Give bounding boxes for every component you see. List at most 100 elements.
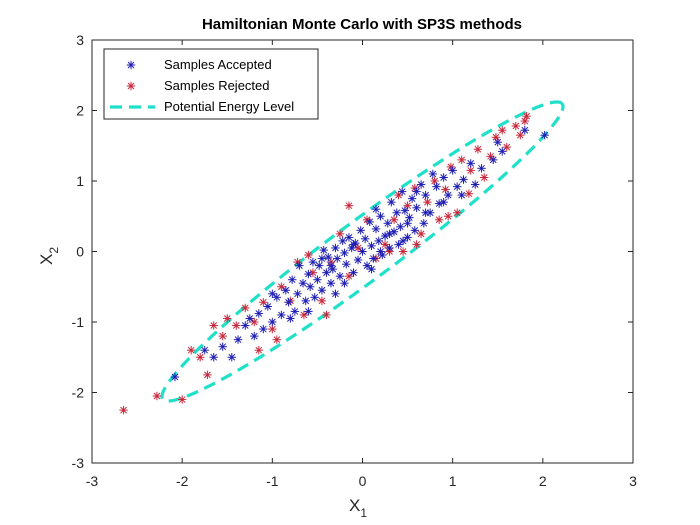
accepted-sample-point [344, 233, 354, 242]
axis-ticks: -3 -2 -1 0 1 2 3 -3 -2 -1 0 1 2 3 [72, 32, 638, 489]
rejected-sample-point [335, 229, 345, 239]
rejected-sample-point [520, 116, 529, 126]
accepted-sample-point [466, 159, 475, 168]
rejected-sample-point [268, 324, 277, 334]
accepted-sample-point [419, 219, 429, 228]
accepted-sample-point [365, 217, 374, 227]
rejected-sample-point [218, 331, 227, 341]
accepted-sample-point [317, 286, 327, 295]
accepted-sample-point [308, 257, 318, 267]
rejected-sample-point [398, 247, 408, 256]
accepted-sample-point [410, 226, 419, 235]
accepted-sample-point [396, 222, 405, 232]
rejected-sample-point [254, 346, 264, 355]
accepted-sample-point [358, 247, 367, 256]
data-points [119, 111, 549, 415]
rejected-sample-point [380, 240, 390, 249]
rejected-sample-point [344, 271, 354, 281]
accepted-sample-point [286, 314, 295, 323]
accepted-sample-point [374, 236, 383, 246]
accepted-sample-point [290, 307, 300, 316]
accepted-sample-point [380, 231, 390, 241]
accepted-sample-point [421, 190, 430, 200]
energy-level-contour [160, 100, 565, 403]
accepted-sample-point [493, 138, 502, 147]
accepted-sample-point [367, 241, 376, 251]
accepted-sample-point [428, 169, 438, 179]
accepted-sample-point [310, 293, 319, 302]
accepted-sample-point [200, 346, 209, 355]
accepted-sample-point [293, 289, 302, 298]
rejected-sample-point [443, 212, 453, 221]
legend-label-rejected: Samples Rejected [164, 78, 270, 93]
rejected-sample-point [502, 142, 511, 152]
rejected-sample-point [434, 215, 444, 224]
accepted-sample-point [277, 310, 286, 320]
rejected-sample-point [209, 321, 218, 330]
accepted-sample-point [385, 243, 394, 253]
rejected-sample-point [186, 346, 196, 355]
y-axis-label-main: X [37, 254, 56, 265]
accepted-sample-point [284, 298, 293, 307]
accepted-sample-point [397, 187, 407, 196]
accepted-sample-point [389, 227, 399, 236]
rejected-sample-point [457, 155, 466, 165]
accepted-sample-point [371, 224, 381, 234]
accepted-sample-point [298, 279, 308, 288]
rejected-sample-point [277, 282, 286, 291]
accepted-sample-point [250, 331, 259, 341]
accepted-sample-point [245, 314, 254, 323]
accepted-sample-point [371, 205, 381, 214]
y-axis-label-subscript: 2 [47, 247, 61, 254]
y-tick-label: 0 [76, 244, 84, 260]
accepted-sample-point [287, 275, 297, 284]
x-axis-label-main: X [349, 496, 360, 515]
accepted-sample-point [319, 245, 328, 255]
accepted-sample-point [385, 229, 394, 239]
accepted-sample-point [295, 261, 304, 270]
accepted-sample-point [407, 194, 417, 203]
accepted-sample-point [394, 240, 403, 249]
y-tick-label: 1 [76, 173, 84, 189]
rejected-sample-point [389, 215, 399, 224]
legend-marker-rejected [126, 81, 136, 91]
chart-title: Hamiltonian Monte Carlo with SP3S method… [202, 16, 522, 33]
accepted-sample-point [281, 286, 291, 295]
accepted-sample-point [421, 208, 430, 217]
accepted-sample-point [376, 247, 385, 256]
rejected-sample-point [304, 250, 313, 260]
accepted-sample-point [306, 282, 315, 291]
accepted-sample-point [322, 268, 331, 277]
rejected-sample-point [272, 335, 282, 344]
accepted-sample-point [263, 302, 273, 311]
rejected-sample-point [403, 201, 412, 210]
rejected-sample-point [232, 321, 241, 330]
accepted-sample-point [353, 255, 363, 265]
accepted-sample-point [331, 243, 340, 253]
accepted-sample-point [315, 261, 324, 270]
accepted-sample-point [233, 335, 243, 344]
accepted-sample-point [520, 126, 529, 135]
accepted-sample-point [369, 254, 378, 263]
accepted-sample-point [498, 147, 507, 156]
rejected-sample-point [299, 310, 309, 320]
rejected-sample-point [430, 176, 439, 186]
rejected-sample-point [119, 405, 128, 415]
accepted-sample-point [241, 321, 250, 330]
rejected-sample-point [412, 240, 421, 249]
rejected-sample-point [250, 317, 259, 327]
accepted-sample-point [439, 173, 448, 182]
accepted-sample-point [268, 289, 277, 298]
x-tick-label: 2 [539, 473, 547, 489]
accepted-sample-point [349, 240, 358, 249]
rejected-sample-point [344, 201, 354, 210]
accepted-sample-point [471, 180, 480, 189]
x-tick-label: 3 [629, 473, 637, 489]
y-axis-label: X2 [37, 247, 61, 265]
accepted-sample-point [333, 254, 342, 263]
accepted-sample-point [439, 197, 448, 207]
rejected-sample-point [322, 310, 331, 320]
x-tick-label: -1 [266, 473, 279, 489]
accepted-sample-point [432, 182, 441, 191]
accepted-sample-point [400, 206, 410, 215]
